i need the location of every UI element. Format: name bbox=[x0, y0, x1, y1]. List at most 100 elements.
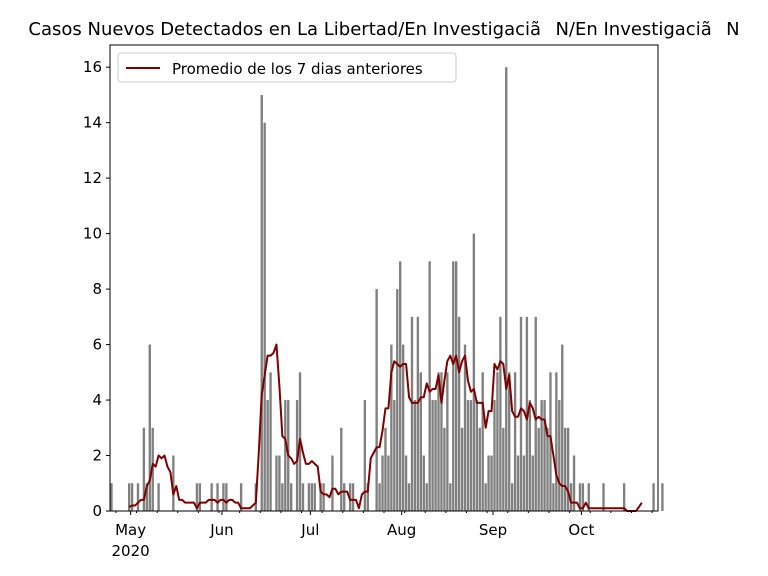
bar bbox=[222, 483, 225, 511]
bar bbox=[513, 372, 517, 511]
bar bbox=[310, 483, 313, 511]
bar bbox=[142, 427, 146, 511]
bar bbox=[290, 483, 293, 511]
bar bbox=[198, 483, 202, 511]
bar bbox=[437, 372, 440, 511]
bar bbox=[260, 94, 263, 512]
x-tick-label: Jul bbox=[300, 521, 319, 539]
bar bbox=[301, 483, 305, 511]
bar bbox=[475, 400, 478, 511]
bar bbox=[422, 455, 425, 511]
bar bbox=[263, 122, 266, 512]
bar bbox=[145, 483, 149, 511]
bar bbox=[387, 455, 390, 511]
bar bbox=[343, 483, 346, 511]
bar bbox=[351, 483, 355, 511]
bar bbox=[399, 261, 402, 511]
bar bbox=[587, 483, 590, 511]
plot-frame bbox=[109, 44, 659, 512]
bar bbox=[552, 483, 555, 511]
bar bbox=[472, 233, 476, 511]
y-tick-label: 8 bbox=[92, 280, 102, 298]
bar bbox=[407, 483, 411, 511]
bar bbox=[481, 372, 484, 511]
y-tick-label: 14 bbox=[83, 114, 102, 132]
legend-box bbox=[117, 52, 457, 83]
bar bbox=[195, 483, 199, 511]
legend-label: Promedio de los 7 dias anteriores bbox=[172, 60, 423, 78]
bar bbox=[566, 427, 570, 511]
bar bbox=[555, 372, 558, 511]
bar bbox=[366, 483, 369, 511]
bar bbox=[284, 400, 287, 511]
bar bbox=[313, 483, 316, 511]
bar bbox=[440, 372, 443, 511]
bar bbox=[322, 483, 325, 511]
y-tick-label: 12 bbox=[83, 169, 102, 187]
bar bbox=[564, 427, 567, 511]
bars-layer bbox=[110, 67, 664, 512]
bar bbox=[275, 455, 278, 511]
bar bbox=[401, 344, 405, 511]
bar bbox=[543, 400, 546, 511]
y-tick-label: 16 bbox=[83, 58, 102, 76]
bar bbox=[499, 316, 502, 511]
x-tick-label: Oct bbox=[568, 521, 594, 539]
bar bbox=[572, 455, 576, 511]
bar bbox=[384, 427, 387, 511]
y-tick-label: 6 bbox=[92, 336, 102, 354]
chart-title: Casos Nuevos Detectados en La Libertad/E… bbox=[28, 19, 739, 40]
bar bbox=[463, 344, 467, 511]
average-line bbox=[128, 343, 643, 512]
bar bbox=[510, 483, 514, 511]
bar bbox=[381, 455, 384, 511]
bar bbox=[446, 372, 449, 511]
bar bbox=[531, 455, 534, 511]
bar bbox=[136, 483, 140, 511]
bar bbox=[319, 483, 322, 511]
y-tick-label: 2 bbox=[92, 447, 102, 465]
bar bbox=[528, 400, 532, 511]
bar bbox=[434, 400, 437, 511]
bar bbox=[239, 483, 243, 511]
legend: Promedio de los 7 dias anteriores bbox=[117, 52, 457, 83]
bar bbox=[404, 455, 408, 511]
bar bbox=[537, 427, 540, 511]
bar bbox=[225, 483, 228, 511]
bar bbox=[578, 483, 582, 511]
bar bbox=[410, 316, 414, 511]
x-axis: May 2020 Jun Jul Aug Sep Oct bbox=[112, 511, 653, 560]
bar bbox=[416, 316, 420, 511]
bar bbox=[490, 455, 493, 511]
bar bbox=[502, 427, 505, 511]
bar bbox=[216, 483, 219, 511]
x-tick-label: Jun bbox=[209, 521, 233, 539]
bar bbox=[452, 261, 455, 511]
bar bbox=[484, 483, 487, 511]
bar bbox=[419, 372, 423, 511]
bar bbox=[331, 455, 334, 511]
bar bbox=[281, 483, 284, 511]
bar bbox=[396, 289, 399, 511]
bar bbox=[581, 483, 585, 511]
x-tick-label: May bbox=[115, 521, 146, 539]
y-tick-label: 4 bbox=[92, 391, 102, 409]
bar bbox=[466, 400, 470, 511]
bar bbox=[390, 344, 393, 511]
bar bbox=[457, 316, 461, 511]
bar bbox=[569, 483, 573, 511]
bar bbox=[505, 67, 508, 511]
bar bbox=[375, 289, 378, 511]
bar bbox=[558, 400, 561, 511]
bar bbox=[130, 483, 134, 511]
bar bbox=[413, 400, 417, 511]
bar bbox=[493, 400, 496, 511]
x-tick-label: Aug bbox=[387, 521, 416, 539]
bar bbox=[443, 427, 446, 511]
bar bbox=[210, 483, 213, 511]
bar bbox=[519, 316, 523, 511]
bar bbox=[622, 483, 626, 511]
bar bbox=[455, 261, 458, 511]
bar bbox=[278, 455, 281, 511]
